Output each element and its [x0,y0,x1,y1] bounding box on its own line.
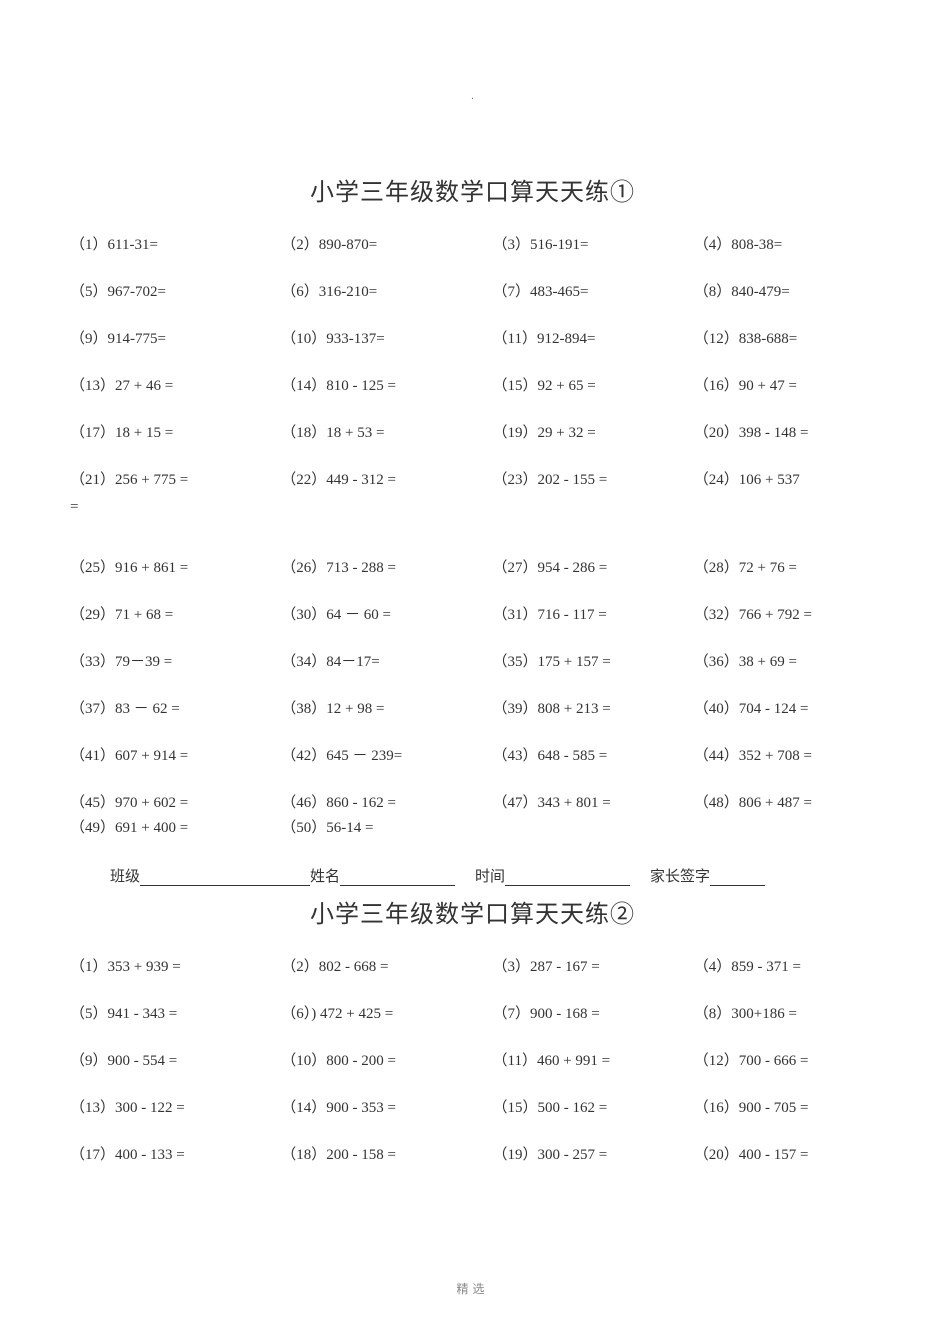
problem-cell: （41）607 + 914 = [70,746,271,767]
problem-cell [674,818,875,839]
problem-cell: （31）716 - 117 = [473,605,674,626]
problem-cell: （10）933-137= [271,329,472,350]
problem-cell: （1）611-31= [70,235,271,256]
problem-cell: （22）449 - 312 = [271,470,472,491]
problem-cell: （5）941 - 343 = [70,1004,271,1025]
section2-problems: （1）353 + 939 = （2）802 - 668 = （3）287 - 1… [70,957,875,1166]
problem-cell: （3）287 - 167 = [473,957,674,978]
problem-cell: （7）483-465= [473,282,674,303]
problem-cell: （45）970 + 602 = [70,793,271,814]
footer-text: 精选 [0,1280,945,1297]
top-dot: . [70,90,875,102]
class-underline [140,871,310,886]
problem-cell: （40）704 - 124 = [674,699,875,720]
section1-title: 小学三年级数学口算天天练① [70,172,875,207]
problem-cell: （36）38 + 69 = [674,652,875,673]
problem-cell: （16）900 - 705 = [674,1098,875,1119]
problem-cell: （46）860 - 162 = [271,793,472,814]
parent-label: 家长签字 [650,865,710,886]
problem-cell: （4）859 - 371 = [674,957,875,978]
problem-cell: （42）645 － 239= [271,746,472,767]
parent-underline [710,871,765,886]
problem-cell: （17）400 - 133 = [70,1145,271,1166]
problem-cell: （49）691 + 400 = [70,818,271,839]
problem-cell: （24）106 + 537 [674,470,875,491]
problem-cell: （20）400 - 157 = [674,1145,875,1166]
problem-cell: （35）175 + 157 = [473,652,674,673]
name-underline [340,871,455,886]
problem-cell: （23）202 - 155 = [473,470,674,491]
time-label: 时间 [475,865,505,886]
problem-cell: （25）916 + 861 = [70,558,271,579]
problem-cell: （15）92 + 65 = [473,376,674,397]
problem-cell: （18）200 - 158 = [271,1145,472,1166]
problem-cell: （48）806 + 487 = [674,793,875,814]
problem-cell: （8）840-479= [674,282,875,303]
problem-cell: （1）353 + 939 = [70,957,271,978]
problem-cell: （12）838-688= [674,329,875,350]
problem-cell: （2）802 - 668 = [271,957,472,978]
problem-cell: （34）84－17= [271,652,472,673]
problem-cell: （19）29 + 32 = [473,423,674,444]
problem-cell: （3）516-191= [473,235,674,256]
problem-cell: （13）300 - 122 = [70,1098,271,1119]
problem-cell: （8）300+186 = [674,1004,875,1025]
section2-title: 小学三年级数学口算天天练② [70,894,875,929]
problem-cell: （10）800 - 200 = [271,1051,472,1072]
problem-cell: （50）56-14 = [271,818,472,839]
problem-cell: （6）316-210= [271,282,472,303]
time-underline [505,871,630,886]
problem-cell [473,818,674,839]
problem-cell: （7）900 - 168 = [473,1004,674,1025]
overflow-equals: = [70,497,875,518]
problem-cell: （12）700 - 666 = [674,1051,875,1072]
problem-cell: （38）12 + 98 = [271,699,472,720]
problem-cell: （32）766 + 792 = [674,605,875,626]
section1-problems: （1）611-31= （2）890-870= （3）516-191= （4）80… [70,235,875,839]
problem-cell: （44）352 + 708 = [674,746,875,767]
problem-cell: （47）343 + 801 = [473,793,674,814]
problem-cell: （33）79－39 = [70,652,271,673]
problem-cell: （17）18 + 15 = [70,423,271,444]
problem-cell: （26）713 - 288 = [271,558,472,579]
problem-cell: （15）500 - 162 = [473,1098,674,1119]
problem-cell: （21）256 + 775 = [70,470,271,491]
name-label: 姓名 [310,865,340,886]
problem-cell: （9）914-775= [70,329,271,350]
signature-row: 班级 姓名 时间 家长签字 [70,865,875,886]
problem-cell: （14）810 - 125 = [271,376,472,397]
problem-cell: （6）) 472 + 425 = [271,1004,472,1025]
problem-cell: （13）27 + 46 = [70,376,271,397]
problem-cell: （14）900 - 353 = [271,1098,472,1119]
problem-cell: （29）71 + 68 = [70,605,271,626]
problem-cell: （11）460 + 991 = [473,1051,674,1072]
class-label: 班级 [110,865,140,886]
problem-cell: （18）18 + 53 = [271,423,472,444]
problem-cell: （16）90 + 47 = [674,376,875,397]
problem-cell: （2）890-870= [271,235,472,256]
problem-cell: （9）900 - 554 = [70,1051,271,1072]
problem-cell: （19）300 - 257 = [473,1145,674,1166]
problem-cell: （43）648 - 585 = [473,746,674,767]
problem-cell: （4）808-38= [674,235,875,256]
problem-cell: （39）808 + 213 = [473,699,674,720]
problem-cell: （11）912-894= [473,329,674,350]
problem-cell: （20）398 - 148 = [674,423,875,444]
problem-cell: （28）72 + 76 = [674,558,875,579]
problem-cell: （27）954 - 286 = [473,558,674,579]
problem-cell: （37）83 － 62 = [70,699,271,720]
problem-cell: （5）967-702= [70,282,271,303]
problem-cell: （30）64 － 60 = [271,605,472,626]
